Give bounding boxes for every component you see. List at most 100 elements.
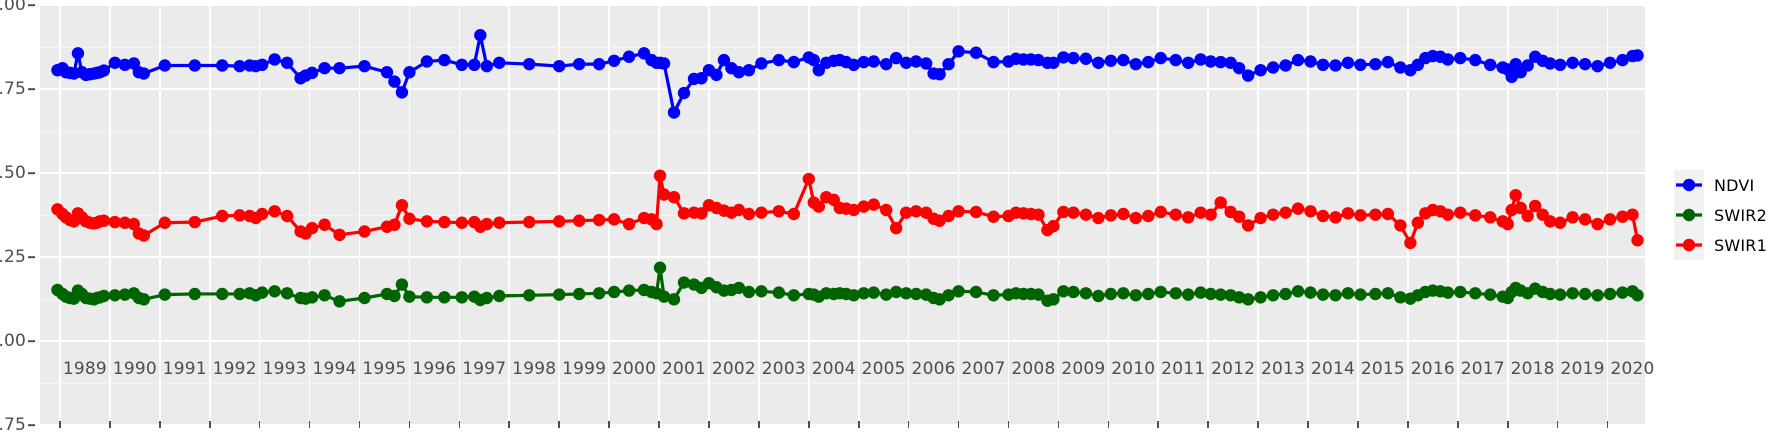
- data-point: [607, 213, 621, 226]
- x-axis-tick-mark: [1007, 421, 1010, 428]
- x-axis-tick-label: 1992: [212, 359, 257, 379]
- data-point: [403, 290, 416, 303]
- x-axis-tick-mark: [1257, 421, 1259, 428]
- data-point: [1067, 285, 1080, 299]
- data-point: [1316, 288, 1330, 301]
- x-axis-tick-mark: [208, 421, 211, 428]
- x-axis-tick-label: 2016: [1410, 359, 1455, 379]
- data-point: [889, 285, 903, 299]
- data-point: [1032, 288, 1045, 301]
- data-point: [772, 53, 786, 67]
- data-point: [1591, 59, 1604, 73]
- data-point: [653, 169, 667, 182]
- data-point: [403, 212, 416, 225]
- vertical-gridline: [109, 5, 111, 425]
- x-axis-tick-mark: [708, 421, 710, 428]
- data-point: [1341, 207, 1355, 220]
- legend-item-swir1[interactable]: SWIR1: [1674, 230, 1767, 260]
- data-point: [847, 58, 860, 72]
- data-point: [333, 228, 346, 242]
- data-point: [1354, 58, 1367, 72]
- data-point: [622, 50, 636, 63]
- data-point: [592, 213, 606, 227]
- x-axis-tick-label: 1993: [262, 359, 307, 379]
- data-point: [657, 290, 671, 303]
- data-point: [108, 215, 122, 229]
- data-point: [1441, 53, 1455, 66]
- data-point: [1381, 55, 1395, 69]
- vertical-gridline: [458, 5, 461, 425]
- data-point: [1329, 211, 1342, 224]
- data-point: [388, 289, 401, 303]
- data-point: [188, 287, 201, 301]
- vertical-gridline: [1407, 5, 1409, 425]
- data-point: [108, 289, 122, 302]
- data-point: [1369, 287, 1382, 301]
- data-point: [552, 215, 566, 228]
- data-point: [1266, 208, 1280, 221]
- data-point: [899, 287, 913, 300]
- vertical-gridline: [308, 5, 311, 425]
- data-point: [717, 53, 731, 67]
- legend-key-swatch: [1674, 170, 1704, 200]
- data-point: [1543, 215, 1557, 228]
- data-point: [1142, 55, 1155, 69]
- data-point: [857, 200, 870, 213]
- x-axis-tick-mark: [358, 421, 361, 428]
- data-point: [1142, 287, 1155, 301]
- data-point: [358, 59, 371, 73]
- data-point: [1079, 52, 1093, 65]
- data-point: [1484, 58, 1497, 72]
- x-axis-tick-label: 2013: [1261, 359, 1306, 379]
- data-point: [1291, 202, 1305, 215]
- data-point: [889, 51, 903, 65]
- data-point: [455, 216, 469, 229]
- data-point: [657, 188, 671, 201]
- legend-key-swatch: [1674, 230, 1704, 260]
- data-point: [1514, 201, 1527, 215]
- data-point: [127, 217, 141, 231]
- data-point: [1117, 287, 1130, 300]
- data-point: [1047, 219, 1060, 233]
- legend-item-swir2[interactable]: SWIR2: [1674, 200, 1767, 230]
- x-axis-tick-label: 2019: [1560, 359, 1605, 379]
- data-point: [867, 55, 880, 68]
- data-point: [787, 207, 801, 221]
- data-point: [1169, 208, 1182, 221]
- horizontal-gridline: [40, 88, 1645, 90]
- x-axis-tick-label: 1989: [62, 359, 107, 379]
- data-point: [919, 57, 933, 70]
- data-point: [1057, 205, 1070, 219]
- data-point: [952, 285, 965, 298]
- data-point: [867, 198, 880, 211]
- data-point: [1241, 219, 1255, 232]
- data-point: [742, 207, 756, 221]
- data-point: [1591, 289, 1604, 302]
- data-point: [952, 205, 965, 218]
- x-axis-tick-mark: [758, 421, 760, 428]
- data-point: [755, 57, 768, 70]
- x-axis-tick-mark: [59, 421, 61, 428]
- data-point: [732, 66, 746, 79]
- horizontal-gridline: [40, 5, 1645, 6]
- data-point: [493, 216, 506, 229]
- data-point: [1266, 289, 1280, 302]
- x-axis-tick-mark: [109, 421, 111, 428]
- data-point: [255, 286, 269, 299]
- data-point: [216, 59, 229, 72]
- x-axis-tick-label: 1998: [512, 359, 557, 379]
- data-point: [1329, 59, 1342, 72]
- data-point: [1304, 286, 1317, 299]
- y-axis-tick-mark: [28, 172, 35, 174]
- legend-item-ndvi[interactable]: NDVI: [1674, 170, 1754, 200]
- data-point: [899, 206, 913, 219]
- data-point: [1591, 217, 1604, 231]
- x-axis-tick-label: 2009: [1061, 359, 1106, 379]
- data-point: [1254, 211, 1267, 225]
- vertical-gridline: [808, 5, 810, 425]
- data-point: [1329, 289, 1342, 302]
- data-point: [1194, 53, 1207, 66]
- x-axis-tick-mark: [658, 421, 660, 428]
- data-point: [1194, 286, 1207, 299]
- data-point: [1304, 205, 1317, 218]
